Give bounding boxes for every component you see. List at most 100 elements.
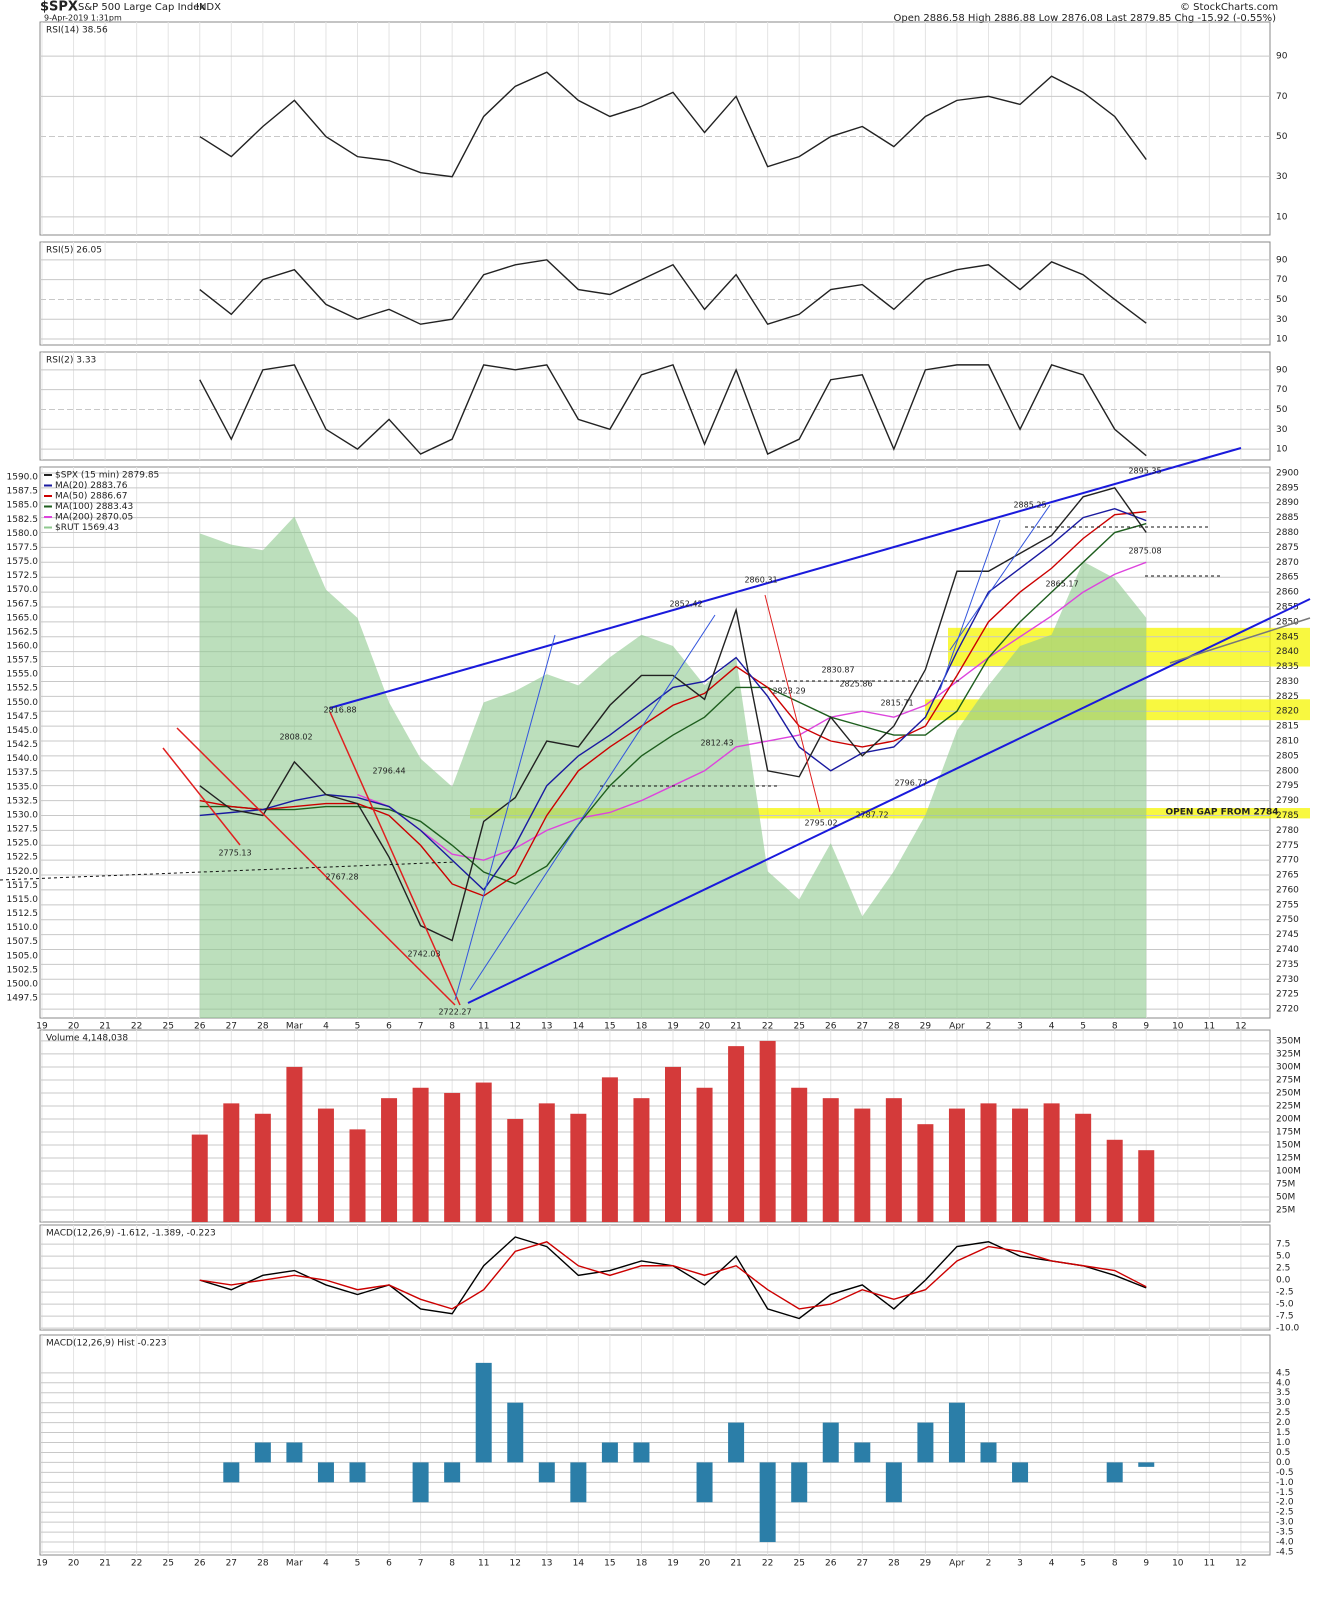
bar: [728, 1422, 745, 1463]
x-tick-label: 25: [162, 1559, 173, 1569]
y-tick-label: 1565.0: [7, 613, 39, 623]
price-annotation: 2787.72: [855, 811, 888, 820]
x-tick-label: 29: [920, 1022, 932, 1032]
y-tick-label: 225M: [1276, 1101, 1301, 1111]
y-tick-label: 10: [1276, 335, 1288, 345]
x-tick-label: 12: [510, 1022, 521, 1032]
y-tick-label: 2845: [1276, 632, 1299, 642]
x-tick-label: 4: [323, 1559, 329, 1569]
x-tick-label: 22: [131, 1022, 142, 1032]
x-tick-label: 26: [194, 1559, 206, 1569]
y-tick-label: 4.5: [1276, 1368, 1290, 1378]
y-tick-label: 300M: [1276, 1062, 1301, 1072]
price-annotation: 2815.71: [880, 699, 913, 708]
y-tick-label: 1535.0: [7, 782, 39, 792]
bar: [349, 1129, 366, 1222]
symbol: $SPX: [40, 0, 78, 15]
x-tick-label: 22: [762, 1559, 773, 1569]
y-tick-label: 2795: [1276, 781, 1299, 791]
y-tick-label: 1582.5: [7, 515, 39, 525]
legend-entry: MA(20) 2883.76: [55, 481, 128, 491]
price-annotation: 2860.31: [744, 576, 777, 585]
x-tick-label: 11: [1204, 1022, 1215, 1032]
x-tick-label: Mar: [286, 1022, 303, 1032]
y-tick-label: 2860: [1276, 588, 1299, 598]
legend-entry: MA(50) 2886.67: [55, 492, 127, 502]
bar: [696, 1087, 713, 1222]
bar: [381, 1098, 398, 1222]
y-tick-label: 1520.0: [7, 867, 39, 877]
y-tick-label: 25M: [1276, 1206, 1295, 1216]
bar: [538, 1103, 555, 1222]
y-tick-label: 2785: [1276, 811, 1299, 821]
x-tick-label: 9: [1143, 1559, 1149, 1569]
y-tick-label: 2.0: [1276, 1418, 1291, 1428]
price-annotation: 2775.13: [218, 849, 251, 858]
y-tick-label: 1585.0: [7, 501, 39, 511]
x-tick-label: 29: [920, 1559, 932, 1569]
bar: [223, 1103, 240, 1222]
x-tick-label: 3: [1017, 1022, 1023, 1032]
panel-frame: [39, 1029, 1271, 1223]
y-tick-label: 250M: [1276, 1088, 1301, 1098]
x-tick-label: 5: [1080, 1022, 1086, 1032]
y-tick-label: -4.5: [1276, 1548, 1294, 1558]
y-tick-label: 1562.5: [7, 627, 39, 637]
x-tick-label: 5: [1080, 1559, 1086, 1569]
y-tick-label: 350M: [1276, 1036, 1301, 1046]
y-tick-label: 100M: [1276, 1167, 1301, 1177]
x-tick-label: 8: [1112, 1559, 1118, 1569]
x-tick-label: 28: [257, 1559, 269, 1569]
x-tick-label: 26: [194, 1022, 206, 1032]
x-tick-label: Apr: [949, 1022, 965, 1032]
x-tick-label: 27: [857, 1559, 868, 1569]
x-tick-label: 27: [857, 1022, 868, 1032]
legend-entry: MA(100) 2883.43: [55, 502, 133, 512]
exchange: INDX: [196, 2, 221, 13]
y-tick-label: 10: [1276, 212, 1288, 222]
bar: [286, 1442, 303, 1463]
panel-title: MACD(12,26,9) Hist -0.223: [46, 1339, 167, 1349]
y-tick-label: 1497.5: [7, 994, 39, 1004]
bar: [917, 1422, 934, 1463]
bar: [980, 1442, 997, 1463]
price-annotation: 2796.77: [894, 779, 927, 788]
x-tick-label: 26: [825, 1022, 837, 1032]
x-tick-label: 3: [1017, 1559, 1023, 1569]
x-tick-label: 4: [1049, 1022, 1055, 1032]
y-tick-label: 2825: [1276, 692, 1299, 702]
y-tick-label: 1517.5: [7, 881, 39, 891]
bar: [665, 1066, 681, 1222]
y-tick-label: 275M: [1276, 1075, 1301, 1085]
x-tick-label: 28: [888, 1022, 900, 1032]
x-tick-label: 20: [699, 1022, 711, 1032]
y-tick-label: 1550.0: [7, 698, 39, 708]
bar: [759, 1462, 776, 1543]
bar: [948, 1402, 965, 1463]
y-tick-label: 1502.5: [7, 965, 39, 975]
x-tick-label: 21: [99, 1022, 110, 1032]
bar: [854, 1108, 871, 1222]
y-tick-label: 2770: [1276, 856, 1299, 866]
y-tick-label: 1525.0: [7, 839, 39, 849]
y-tick-label: -1.0: [1276, 1478, 1294, 1488]
x-tick-label: 7: [418, 1559, 424, 1569]
y-tick-label: 2740: [1276, 945, 1299, 955]
y-tick-label: 90: [1276, 365, 1288, 375]
x-tick-label: 11: [478, 1559, 489, 1569]
panel-frame: [39, 241, 1271, 346]
y-tick-label: 1567.5: [7, 599, 39, 609]
bar: [791, 1087, 808, 1222]
x-tick-label: 25: [793, 1559, 804, 1569]
y-tick-label: 2780: [1276, 826, 1299, 836]
x-tick-label: 2: [986, 1559, 992, 1569]
y-tick-label: 1575.0: [7, 557, 39, 567]
datetime: 9-Apr-2019 1:31pm: [44, 14, 122, 23]
x-tick-label: 19: [36, 1559, 48, 1569]
price-annotation: 2830.87: [821, 666, 854, 675]
bar: [633, 1098, 650, 1222]
bar: [885, 1098, 902, 1222]
y-tick-label: 90: [1276, 52, 1288, 62]
price-annotation: 2767.28: [325, 873, 358, 882]
